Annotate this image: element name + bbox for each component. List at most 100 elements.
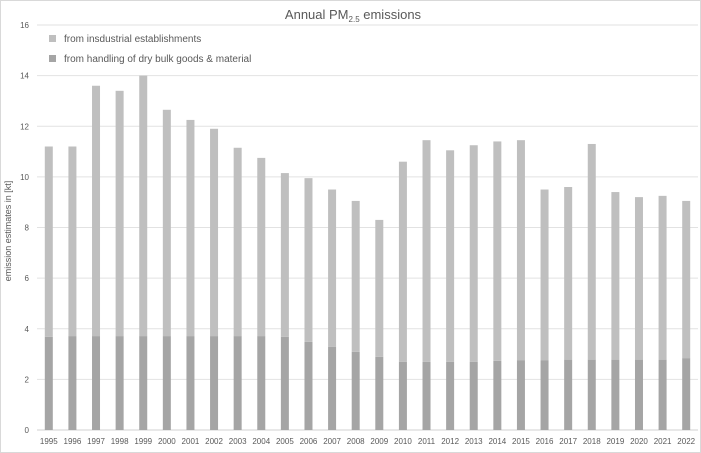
chart-title: Annual PM2.5 emissions bbox=[285, 7, 422, 24]
bar-segment-1998-handling bbox=[115, 336, 124, 430]
bar-segment-2001-industrial bbox=[186, 119, 195, 337]
x-tick-label: 2000 bbox=[158, 437, 176, 446]
x-tick-label: 2015 bbox=[512, 437, 530, 446]
bar-segment-2004-industrial bbox=[257, 157, 266, 337]
bar-segment-2015-handling bbox=[516, 360, 525, 430]
bar-segment-1996-industrial bbox=[68, 146, 77, 337]
x-tick-label: 2014 bbox=[488, 437, 506, 446]
bar-segment-2011-handling bbox=[422, 361, 431, 430]
y-tick-label: 2 bbox=[25, 375, 30, 384]
bar-segment-2007-handling bbox=[328, 346, 337, 430]
bar-segment-2011-industrial bbox=[422, 140, 431, 362]
x-tick-label: 2016 bbox=[536, 437, 554, 446]
bar-segment-2014-industrial bbox=[493, 141, 502, 361]
y-tick-label: 0 bbox=[25, 426, 30, 435]
x-tick-label: 2008 bbox=[347, 437, 365, 446]
bar-segment-2012-handling bbox=[446, 361, 455, 430]
y-tick-label: 6 bbox=[25, 274, 30, 283]
bar-segment-1999-industrial bbox=[139, 75, 148, 337]
bar-segment-2015-industrial bbox=[516, 140, 525, 361]
bar-segment-2002-handling bbox=[210, 336, 219, 430]
bar-segment-2001-handling bbox=[186, 336, 195, 430]
bar-segment-2005-industrial bbox=[280, 173, 289, 337]
x-tick-label: 1995 bbox=[40, 437, 58, 446]
y-tick-label: 8 bbox=[25, 224, 30, 233]
bar-segment-1997-handling bbox=[92, 336, 101, 430]
bar-segment-2002-industrial bbox=[210, 128, 219, 337]
bar-segment-2003-handling bbox=[233, 336, 242, 430]
x-tick-label: 1998 bbox=[111, 437, 129, 446]
bar-segment-2000-industrial bbox=[162, 109, 171, 337]
bar-segment-1999-handling bbox=[139, 336, 148, 430]
x-tick-label: 2009 bbox=[370, 437, 388, 446]
x-tick-label: 2020 bbox=[630, 437, 648, 446]
bar-segment-1995-industrial bbox=[44, 146, 53, 337]
bar-segment-2008-handling bbox=[351, 351, 360, 430]
x-tick-label: 2010 bbox=[394, 437, 412, 446]
legend-swatch bbox=[49, 55, 56, 62]
y-tick-label: 14 bbox=[20, 72, 29, 81]
bar-segment-1996-handling bbox=[68, 336, 77, 430]
legend-label: from handling of dry bulk goods & materi… bbox=[64, 54, 251, 65]
bar-segment-2017-industrial bbox=[564, 187, 573, 360]
x-tick-label: 2021 bbox=[654, 437, 672, 446]
bar-segment-2009-industrial bbox=[375, 219, 384, 357]
bar-segment-2020-industrial bbox=[634, 197, 643, 360]
x-tick-label: 2019 bbox=[606, 437, 624, 446]
bar-segment-2006-industrial bbox=[304, 178, 313, 342]
x-tick-label: 2017 bbox=[559, 437, 577, 446]
bar-segment-2022-handling bbox=[682, 358, 691, 430]
bar-segment-2020-handling bbox=[634, 359, 643, 430]
x-tick-label: 1996 bbox=[64, 437, 82, 446]
bar-segment-2013-industrial bbox=[469, 145, 478, 362]
y-tick-label: 16 bbox=[20, 21, 29, 30]
bar-segment-2018-handling bbox=[587, 359, 596, 430]
x-tick-label: 2022 bbox=[677, 437, 695, 446]
bar-segment-2006-handling bbox=[304, 341, 313, 430]
bar-segment-2016-handling bbox=[540, 360, 549, 430]
x-tick-label: 2005 bbox=[276, 437, 294, 446]
bar-segment-2000-handling bbox=[162, 336, 171, 430]
bar-segment-2009-handling bbox=[375, 356, 384, 430]
legend-swatch bbox=[49, 35, 56, 42]
y-tick-label: 12 bbox=[20, 122, 29, 131]
bar-segment-2021-industrial bbox=[658, 195, 667, 360]
bar-segment-1997-industrial bbox=[92, 85, 101, 337]
x-tick-label: 2003 bbox=[229, 437, 247, 446]
bar-segment-1995-handling bbox=[44, 336, 53, 430]
bar-segment-2007-industrial bbox=[328, 189, 337, 347]
bar-segment-1998-industrial bbox=[115, 90, 124, 337]
bar-segment-2005-handling bbox=[280, 336, 289, 430]
x-tick-label: 2006 bbox=[300, 437, 318, 446]
legend-label: from insdustrial establishments bbox=[64, 34, 201, 45]
x-tick-label: 1999 bbox=[134, 437, 152, 446]
y-tick-label: 10 bbox=[20, 173, 29, 182]
y-axis-label: emission estimates in [kt] bbox=[3, 181, 13, 282]
x-tick-label: 2012 bbox=[441, 437, 459, 446]
bar-segment-2021-handling bbox=[658, 359, 667, 430]
x-tick-label: 2018 bbox=[583, 437, 601, 446]
bar-segment-2004-handling bbox=[257, 336, 266, 430]
x-tick-label: 2011 bbox=[418, 437, 436, 446]
x-tick-label: 2001 bbox=[182, 437, 200, 446]
x-tick-label: 1997 bbox=[87, 437, 105, 446]
x-tick-label: 2002 bbox=[205, 437, 223, 446]
bar-segment-2019-handling bbox=[611, 359, 620, 430]
bar-segment-2010-handling bbox=[398, 361, 407, 430]
bar-segment-2010-industrial bbox=[398, 161, 407, 362]
bar-segment-2022-industrial bbox=[682, 200, 691, 359]
bar-segment-2018-industrial bbox=[587, 143, 596, 360]
bar-segment-2008-industrial bbox=[351, 200, 360, 352]
x-tick-label: 2007 bbox=[323, 437, 341, 446]
x-tick-label: 2004 bbox=[252, 437, 270, 446]
y-tick-label: 4 bbox=[25, 325, 30, 334]
bar-segment-2014-handling bbox=[493, 360, 502, 430]
bar-segment-2016-industrial bbox=[540, 189, 549, 361]
bar-segment-2003-industrial bbox=[233, 147, 242, 337]
x-tick-label: 2013 bbox=[465, 437, 483, 446]
bar-segment-2017-handling bbox=[564, 359, 573, 430]
bar-segment-2019-industrial bbox=[611, 192, 620, 360]
bar-segment-2013-handling bbox=[469, 361, 478, 430]
